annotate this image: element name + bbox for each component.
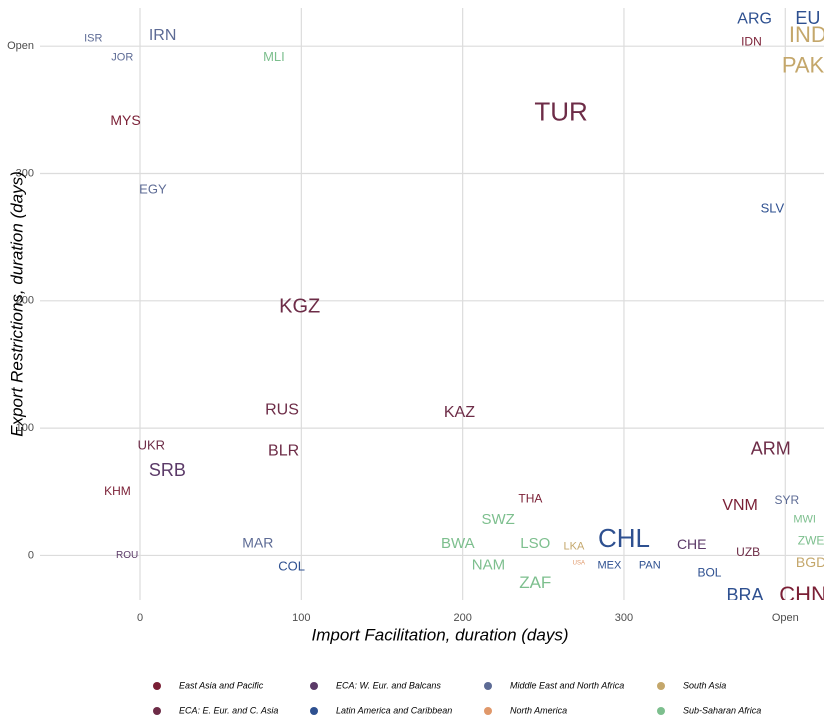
country-label: SYR (775, 493, 800, 507)
country-label: MLI (263, 49, 285, 64)
legend-label: North America (510, 705, 567, 715)
legend-swatch (153, 707, 161, 715)
country-label: COL (278, 558, 305, 573)
legend-label: South Asia (683, 680, 726, 690)
country-label: BGD (796, 554, 824, 570)
legend-swatch (153, 682, 161, 690)
country-label: RUS (265, 402, 299, 419)
country-label: MEX (598, 560, 623, 572)
legend-swatch (310, 682, 318, 690)
country-label: KHM (104, 484, 131, 498)
country-label: ZWE (798, 534, 824, 548)
country-label: ZAF (519, 573, 551, 592)
legend-swatch (484, 682, 492, 690)
country-label: ARG (737, 11, 772, 28)
x-tick-label: 300 (615, 612, 633, 624)
legend-swatch (657, 682, 665, 690)
country-label: BWA (441, 535, 475, 552)
country-label: MAR (242, 535, 273, 551)
y-tick-label: 200 (16, 295, 34, 307)
country-label: IRN (149, 27, 177, 44)
legend-label: Sub-Saharan Africa (683, 705, 761, 715)
country-label: ISR (84, 32, 102, 44)
legend-label: Latin America and Caribbean (336, 705, 452, 715)
country-label: BLR (268, 442, 299, 459)
country-label: CHN (779, 582, 824, 607)
country-label: UKR (138, 437, 165, 452)
country-label: THA (518, 492, 542, 506)
country-label: JOR (111, 52, 133, 64)
country-label: ROU (116, 550, 138, 561)
country-label: PAN (639, 560, 661, 572)
country-label: PAK (782, 52, 824, 77)
country-label: EU (795, 8, 820, 28)
y-tick-label: 300 (16, 167, 34, 179)
country-label: IDN (741, 35, 762, 49)
legend-label: ECA: W. Eur. and Balcans (336, 680, 441, 690)
country-label: ARM (751, 439, 791, 459)
legend-label: East Asia and Pacific (179, 680, 264, 690)
y-axis-title: Export Restrictions, duration (days) (7, 171, 26, 437)
country-label: USA (573, 561, 585, 567)
x-tick-label: Open (772, 612, 799, 624)
x-tick-label: 0 (137, 612, 143, 624)
country-label: TUR (534, 97, 587, 127)
country-label: NAM (472, 557, 505, 574)
x-tick-label: 100 (292, 612, 310, 624)
country-label: MWI (793, 514, 816, 526)
country-label: SLV (761, 201, 785, 216)
legend-swatch (310, 707, 318, 715)
legend-label: ECA: E. Eur. and C. Asia (179, 705, 278, 715)
legend-label: Middle East and North Africa (510, 680, 624, 690)
y-tick-label: 100 (16, 422, 34, 434)
country-label: IND (789, 22, 824, 47)
country-label: CHE (677, 536, 707, 552)
country-label: EGY (139, 181, 167, 196)
x-tick-label: 200 (453, 612, 471, 624)
country-label: SWZ (481, 511, 514, 528)
x-axis-title: Import Facilitation, duration (days) (312, 625, 569, 644)
y-tick-label: 0 (28, 549, 34, 561)
y-tick-label: Open (7, 40, 34, 52)
country-label: KGZ (279, 295, 320, 317)
country-label: CHL (598, 523, 650, 553)
legend-swatch (657, 707, 665, 715)
country-label: SRB (149, 460, 186, 480)
country-label: KAZ (444, 404, 475, 421)
country-label: BOL (697, 565, 721, 579)
country-label: VNM (722, 497, 758, 514)
plot-panel (40, 8, 824, 600)
country-label: MYS (110, 112, 140, 128)
legend-swatch (484, 707, 492, 715)
country-label: LKA (564, 540, 585, 552)
country-label: BRA (726, 585, 763, 605)
country-label: LSO (520, 535, 550, 552)
country-label: UZB (736, 545, 760, 559)
